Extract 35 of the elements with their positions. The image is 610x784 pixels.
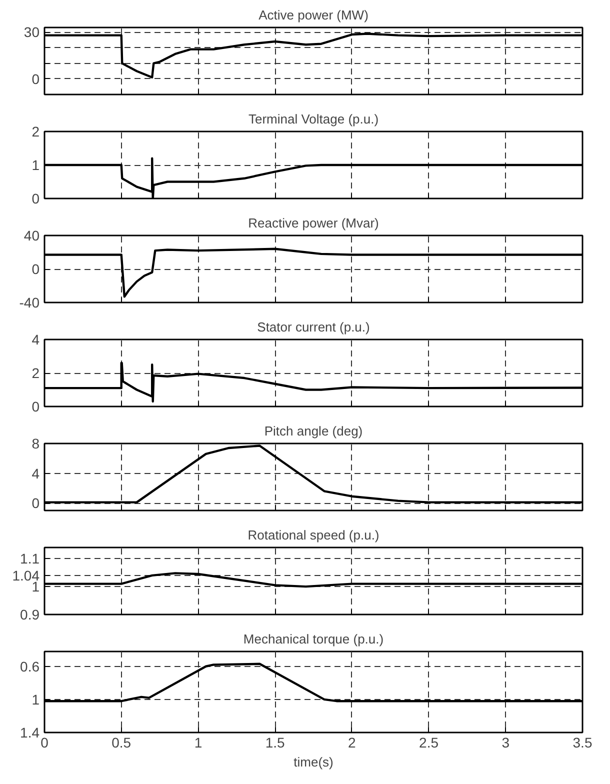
y-tick-label: 30	[24, 24, 40, 40]
y-tick-label: 40	[24, 228, 40, 244]
y-tick-label: 0	[32, 70, 40, 87]
y-tick-label: 0.6	[20, 658, 40, 674]
y-tick-label: 1.4	[20, 724, 40, 740]
x-tick-label: 2.5	[419, 734, 439, 750]
x-tick-label: 1	[194, 734, 202, 750]
y-tick-label: 0	[32, 261, 40, 277]
x-tick-label: 0.5	[112, 734, 132, 750]
x-tick-label: 1.5	[265, 734, 286, 750]
x-tick-label: 3	[502, 734, 510, 750]
y-tick-label: 0	[32, 495, 40, 512]
y-tick-label: 1	[32, 691, 40, 708]
y-tick-label: 0.9	[20, 606, 40, 622]
x-axis-title: time(s)	[294, 754, 334, 770]
y-tick-label: -40	[19, 294, 40, 310]
y-tick-label: 2	[32, 124, 40, 140]
y-tick-label: 4	[32, 465, 40, 482]
chart-title: Pitch angle (deg)	[264, 424, 363, 438]
x-tick-label: 2	[348, 734, 356, 750]
chart-title: Rotational speed (p.u.)	[248, 528, 380, 542]
y-tick-label: 1	[32, 157, 40, 173]
x-tick-label: 3.5	[572, 734, 592, 750]
chart-title: Active power (MW)	[258, 8, 368, 22]
chart-title: Stator current (p.u.)	[257, 320, 370, 334]
chart-title: Terminal Voltage (p.u.)	[248, 112, 379, 126]
y-tick-label: 4	[32, 332, 40, 348]
y-tick-label: 1.1	[20, 550, 40, 567]
chart-title: Mechanical torque (p.u.)	[243, 632, 384, 646]
y-tick-label: 2	[32, 365, 40, 381]
y-tick-label: 0	[32, 190, 40, 206]
y-tick-label: 1	[32, 578, 40, 595]
y-tick-label: 8	[32, 436, 40, 452]
chart-title: Reactive power (Mvar)	[248, 216, 379, 230]
y-tick-label: 0	[32, 398, 40, 414]
